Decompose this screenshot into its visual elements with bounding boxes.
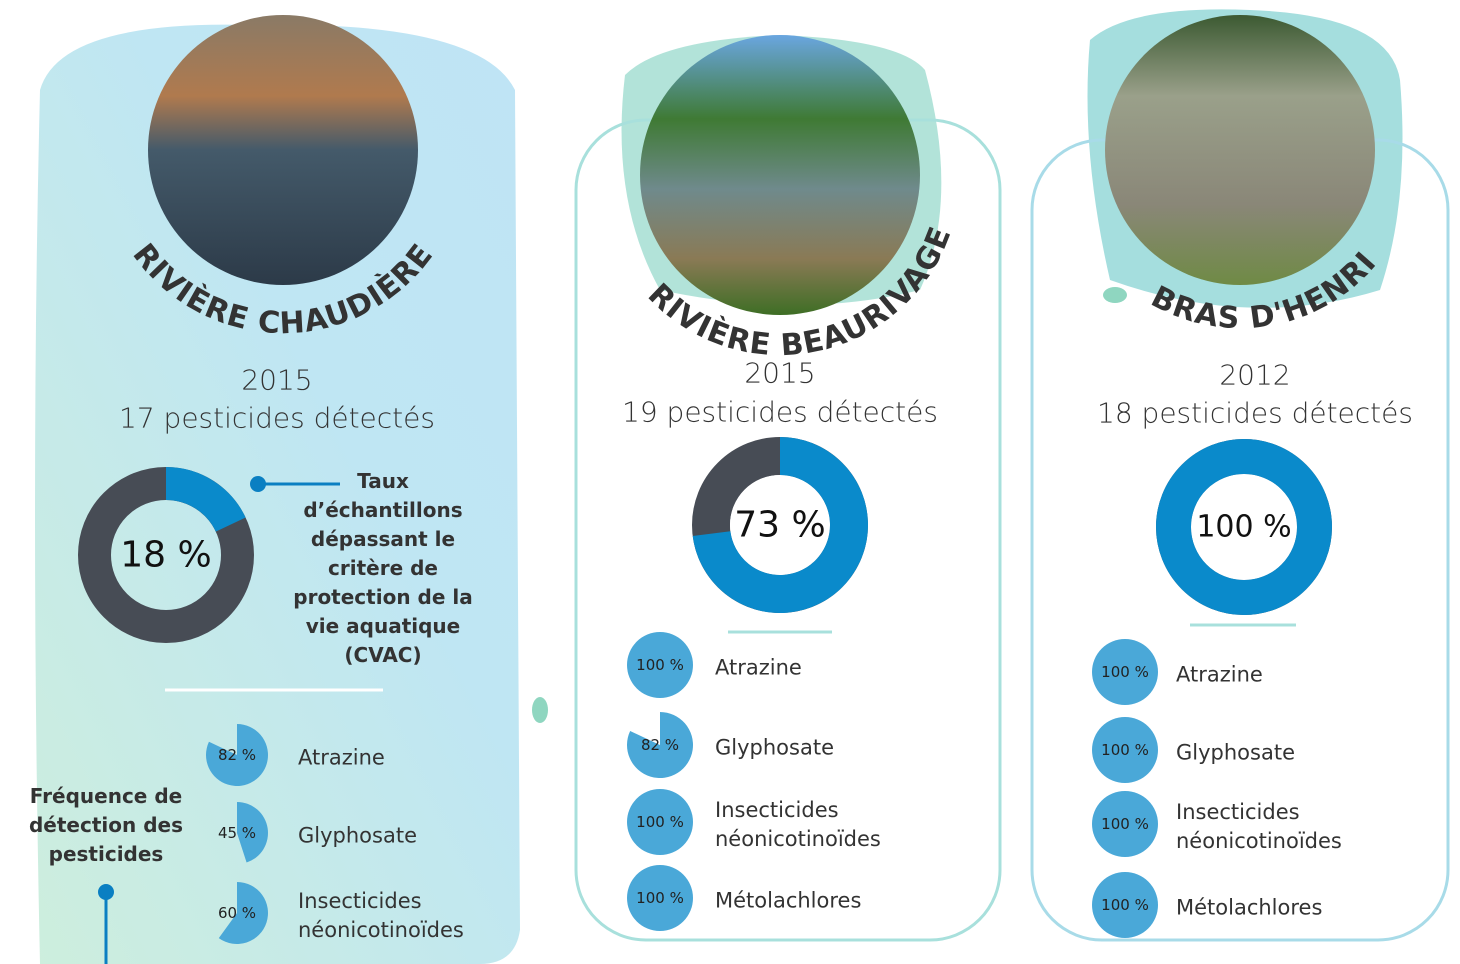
detected-count: 17 pesticides détectés — [119, 402, 435, 435]
photo — [1105, 15, 1375, 285]
pie-label: 100 % — [1101, 815, 1149, 833]
pie-label: 60 % — [218, 904, 256, 922]
pie-label: 45 % — [218, 824, 256, 842]
pesticide-name: Métolachlores — [715, 887, 935, 916]
pesticide-name: Glyphosate — [298, 822, 518, 851]
detected-count: 19 pesticides détectés — [622, 396, 938, 429]
pesticide-name: Glyphosate — [715, 734, 935, 763]
pie-label: 100 % — [1101, 896, 1149, 914]
pesticide-name: Atrazine — [1176, 661, 1396, 690]
deco — [532, 697, 548, 723]
year: 2015 — [241, 364, 312, 397]
photo — [148, 15, 418, 285]
deco — [1103, 287, 1127, 303]
rate-label: 18 % — [120, 535, 211, 576]
infographic: RIVIÈRE CHAUDIÈRERIVIÈRE BEAURIVAGEBRAS … — [0, 0, 1460, 964]
pesticide-name: Atrazine — [715, 654, 935, 683]
pesticide-name: Atrazine — [298, 744, 518, 773]
year: 2012 — [1219, 359, 1290, 392]
pesticide-name: Insecticides néonicotinoïdes — [1176, 798, 1396, 856]
pesticide-name: Insecticides néonicotinoïdes — [715, 796, 935, 854]
rate-label: 73 % — [734, 505, 825, 546]
pie-label: 82 % — [218, 746, 256, 764]
pesticide-name: Métolachlores — [1176, 894, 1396, 923]
pie-label: 100 % — [636, 656, 684, 674]
legend-rate: Taux d’échantillons dépassant le critère… — [283, 467, 483, 670]
detected-count: 18 pesticides détectés — [1097, 397, 1413, 430]
pesticide-name: Insecticides néonicotinoïdes — [298, 887, 518, 945]
year: 2015 — [744, 357, 815, 390]
photo — [640, 35, 920, 315]
legend-frequency: Fréquence de détection des pesticides — [16, 782, 196, 869]
rate-label: 100 % — [1196, 510, 1291, 545]
pesticide-name: Glyphosate — [1176, 739, 1396, 768]
pie-label: 100 % — [1101, 663, 1149, 681]
pie-label: 82 % — [641, 736, 679, 754]
pie-label: 100 % — [1101, 741, 1149, 759]
pie-label: 100 % — [636, 813, 684, 831]
pie-label: 100 % — [636, 889, 684, 907]
